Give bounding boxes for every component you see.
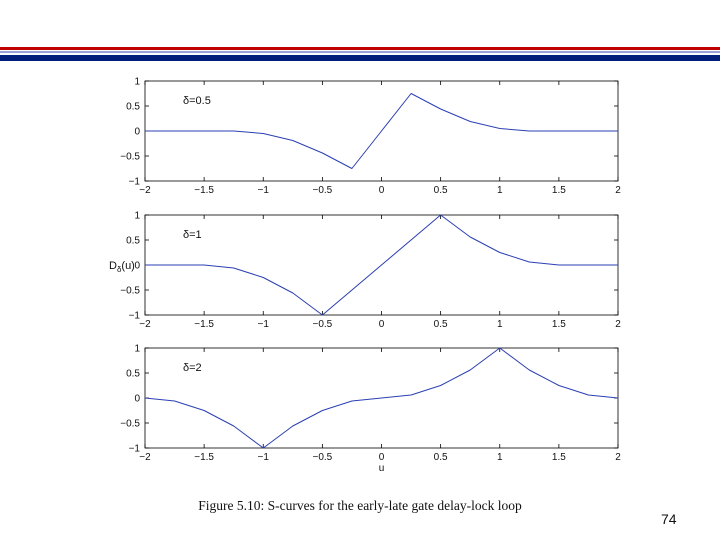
x-tick-label: 1 xyxy=(497,452,503,463)
y-tick-label: 0.5 xyxy=(126,236,140,247)
x-tick-label: −1 xyxy=(258,452,270,463)
y-tick-label: 0.5 xyxy=(126,102,140,113)
x-tick-label: −2 xyxy=(139,319,151,330)
x-tick-label: 1.5 xyxy=(552,452,566,463)
figure-caption: Figure 5.10: S-curves for the early-late… xyxy=(198,498,522,513)
x-tick-label: 1 xyxy=(497,319,503,330)
x-tick-label: 0.5 xyxy=(434,185,448,196)
x-tick-label: −1.5 xyxy=(194,319,214,330)
slide-number: 74 xyxy=(661,511,677,527)
x-tick-label: −2 xyxy=(139,452,151,463)
x-tick-label: −1.5 xyxy=(194,185,214,196)
y-axis-label: Dδ(u) xyxy=(109,260,135,274)
x-tick-label: −0.5 xyxy=(313,319,333,330)
x-tick-label: 2 xyxy=(615,185,621,196)
x-tick-label: 0.5 xyxy=(434,319,448,330)
y-tick-label: −1 xyxy=(129,311,141,322)
header-rule-light xyxy=(0,51,720,53)
x-tick-label: 1.5 xyxy=(552,185,566,196)
x-tick-label: −0.5 xyxy=(313,185,333,196)
x-tick-label: −2 xyxy=(139,185,151,196)
y-tick-label: 1 xyxy=(134,344,140,355)
x-tick-label: −1.5 xyxy=(194,452,214,463)
y-tick-label: 0 xyxy=(134,394,140,405)
panel-label: δ=0.5 xyxy=(183,95,211,107)
x-tick-label: 0 xyxy=(379,319,385,330)
x-tick-label: −1 xyxy=(258,319,270,330)
x-tick-label: −0.5 xyxy=(313,452,333,463)
subplot-1: −2 −1.5 −1 −0.5 0 0.5 1 1.5 2 1 0.5 0 −0.5 −1 δ=0.5 xyxy=(120,77,621,197)
series-line xyxy=(145,214,618,316)
y-tick-label: 0 xyxy=(134,127,140,138)
y-tick-label: −0.5 xyxy=(120,419,140,430)
y-tick-label: 1 xyxy=(134,211,140,222)
y-tick-label: −1 xyxy=(129,444,141,455)
series-line xyxy=(144,347,619,449)
y-tick-label: −0.5 xyxy=(120,286,140,297)
y-tick-label: 1 xyxy=(134,77,140,88)
series-line xyxy=(145,93,618,169)
x-tick-label: 0 xyxy=(379,452,385,463)
panel-label: δ=2 xyxy=(183,362,202,374)
x-tick-label: 0 xyxy=(379,185,385,196)
y-tick-label: 0.5 xyxy=(126,369,140,380)
y-tick-label: −0.5 xyxy=(120,152,140,163)
x-tick-label: 1.5 xyxy=(552,319,566,330)
header-rule-navy xyxy=(0,55,720,61)
x-tick-label: 0.5 xyxy=(434,452,448,463)
x-axis-label: u xyxy=(379,463,385,474)
y-tick-label: 0 xyxy=(134,261,140,272)
x-tick-label: 1 xyxy=(497,185,503,196)
panel-label: δ=1 xyxy=(183,229,202,241)
x-tick-label: −1 xyxy=(258,185,270,196)
x-tick-label: 2 xyxy=(615,319,621,330)
subplot-3: −2 −1.5 −1 −0.5 0 0.5 1 1.5 2 1 0.5 0 −0.5 −1 δ=2 u xyxy=(120,344,621,475)
y-tick-label: −1 xyxy=(129,177,141,188)
x-tick-label: 2 xyxy=(615,452,621,463)
header-rule-red xyxy=(0,47,720,50)
subplot-2: −2 −1.5 −1 −0.5 0 0.5 1 1.5 2 1 0.5 0 −0.5 −1 δ=1 Dδ(u) xyxy=(109,211,621,331)
